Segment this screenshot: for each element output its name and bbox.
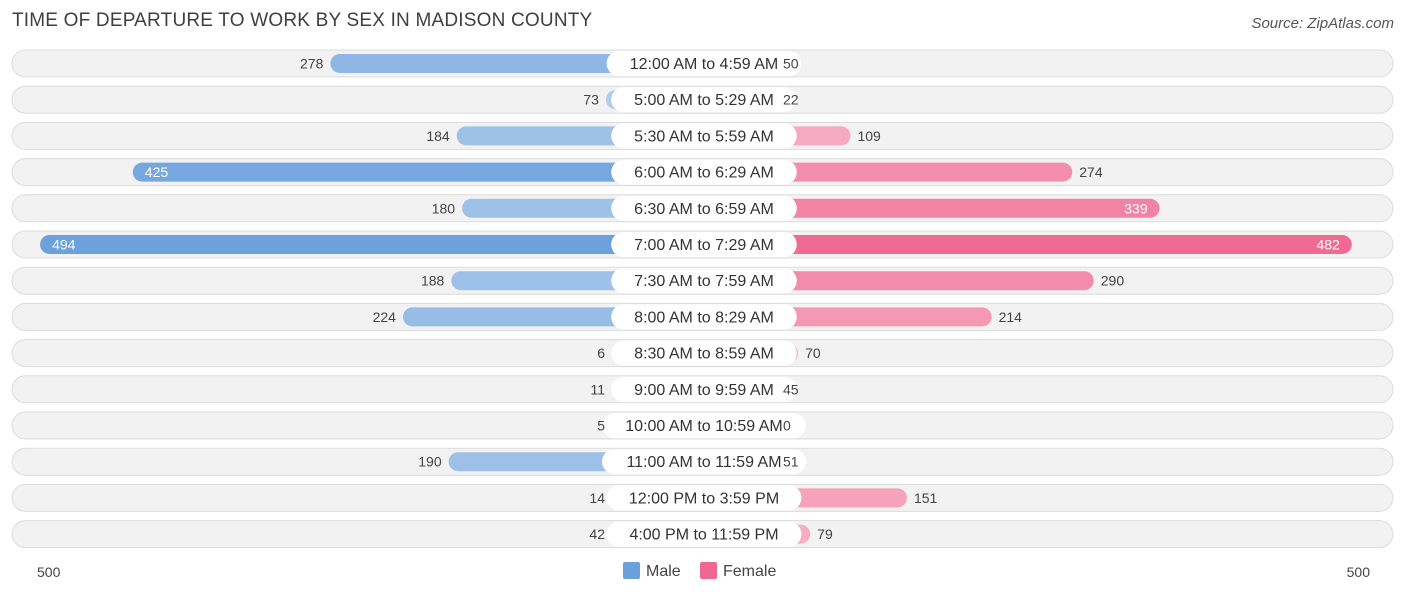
category-label-background <box>606 51 802 76</box>
category-label: 6:00 AM to 6:29 AM <box>634 165 774 182</box>
category-label: 11:00 AM to 11:59 AM <box>626 454 781 471</box>
male-bar <box>132 162 705 182</box>
category-label-background <box>611 304 797 330</box>
male-value-label: 188 <box>421 273 445 289</box>
category-label-background <box>606 485 802 511</box>
category-label-background <box>606 521 802 547</box>
legend-male-label: Male <box>646 563 681 580</box>
male-value-label: 11 <box>590 381 605 397</box>
category-label-background <box>611 340 797 366</box>
axis-left-label: 500 <box>37 564 61 580</box>
chart-title: TIME OF DEPARTURE TO WORK BY SEX IN MADI… <box>12 10 593 31</box>
category-label-background <box>611 232 797 257</box>
category-label-background <box>611 268 797 294</box>
legend-female-label: Female <box>723 563 776 580</box>
category-label: 5:00 AM to 5:29 AM <box>634 92 774 109</box>
female-value-label: 290 <box>1101 273 1125 289</box>
category-label: 12:00 PM to 3:59 PM <box>629 490 779 507</box>
female-value-label: 79 <box>817 526 833 542</box>
category-label: 10:00 AM to 10:59 AM <box>625 418 782 435</box>
category-label: 7:30 AM to 7:59 AM <box>634 273 774 290</box>
category-label: 12:00 AM to 4:59 AM <box>630 56 779 73</box>
female-value-label: 482 <box>1316 237 1340 253</box>
category-label-background <box>611 87 797 113</box>
male-value-label: 224 <box>373 309 397 325</box>
female-value-label: 109 <box>857 128 881 144</box>
female-value-label: 45 <box>783 381 799 397</box>
male-value-label: 494 <box>52 237 76 253</box>
male-bar <box>40 235 704 254</box>
female-value-label: 0 <box>783 418 791 434</box>
male-value-label: 42 <box>589 526 605 542</box>
category-label-background <box>611 123 797 149</box>
source-credit: Source: ZipAtlas.com <box>1251 15 1394 32</box>
female-bar <box>704 271 1094 291</box>
female-value-label: 50 <box>783 56 799 72</box>
legend-female-swatch <box>700 562 717 579</box>
category-label-background <box>602 449 806 475</box>
category-label: 7:00 AM to 7:29 AM <box>634 237 774 254</box>
male-value-label: 425 <box>145 164 169 180</box>
category-label: 5:30 AM to 5:59 AM <box>634 128 774 145</box>
legend-male-swatch <box>623 562 640 579</box>
category-label: 9:00 AM to 9:59 AM <box>634 382 774 399</box>
category-label-background <box>602 413 806 438</box>
male-value-label: 190 <box>418 454 442 470</box>
category-label-background <box>611 159 797 185</box>
female-value-label: 22 <box>783 92 799 108</box>
female-value-label: 51 <box>783 454 799 470</box>
male-value-label: 6 <box>597 345 605 361</box>
female-value-label: 70 <box>805 345 821 361</box>
male-value-label: 73 <box>583 92 599 108</box>
female-value-label: 151 <box>914 490 938 506</box>
male-value-label: 184 <box>426 128 450 144</box>
male-value-label: 5 <box>597 418 605 434</box>
male-value-label: 14 <box>589 490 605 506</box>
female-bar <box>704 198 1160 218</box>
female-value-label: 214 <box>999 309 1023 325</box>
female-bar <box>704 235 1352 254</box>
axis-right-label: 500 <box>1347 564 1371 580</box>
category-label: 8:00 AM to 8:29 AM <box>634 309 774 326</box>
male-value-label: 278 <box>300 56 324 72</box>
male-value-label: 180 <box>432 200 456 216</box>
female-value-label: 274 <box>1079 164 1103 180</box>
female-bar <box>704 162 1073 182</box>
category-label-background <box>611 376 797 402</box>
category-label: 8:30 AM to 8:59 AM <box>634 346 774 363</box>
category-label: 6:30 AM to 6:59 AM <box>634 201 774 218</box>
female-value-label: 339 <box>1124 200 1148 216</box>
category-label-background <box>611 195 797 221</box>
category-label: 4:00 PM to 11:59 PM <box>629 527 778 544</box>
